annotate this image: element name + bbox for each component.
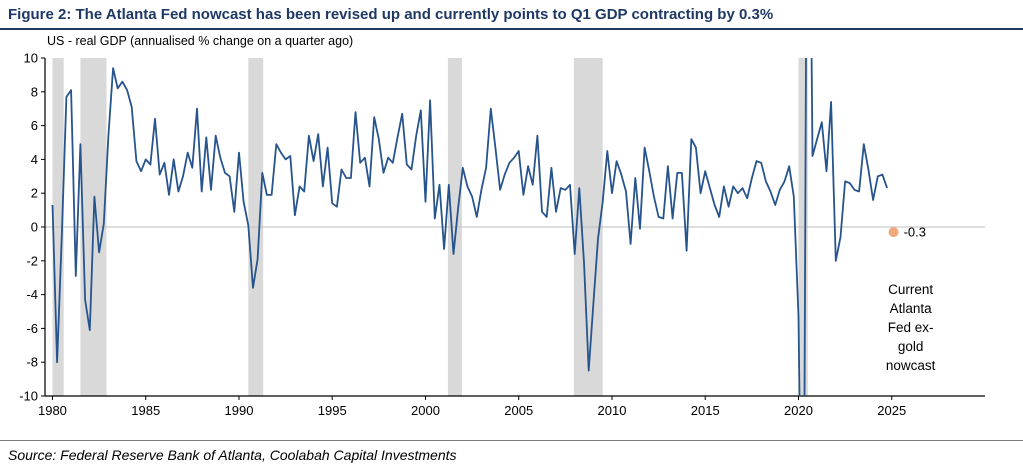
- x-tick-label: 1985: [131, 403, 160, 418]
- y-tick-label: -6: [26, 321, 38, 336]
- chart-area: US - real GDP (annualised % change on a …: [0, 30, 1023, 440]
- y-tick-label: 8: [31, 84, 38, 99]
- y-tick-label: -8: [26, 355, 38, 370]
- x-tick-label: 2015: [691, 403, 720, 418]
- gdp-line: [51, 58, 888, 396]
- y-tick-label: -4: [26, 287, 38, 302]
- y-tick-label: -2: [26, 253, 38, 268]
- nowcast-dot: [888, 227, 899, 238]
- x-tick-label: 1995: [318, 403, 347, 418]
- chart-subtitle: US - real GDP (annualised % change on a …: [47, 34, 354, 48]
- x-tick-label: 2025: [877, 403, 906, 418]
- source-line: Source: Federal Reserve Bank of Atlanta,…: [0, 440, 1023, 469]
- figure-title: Figure 2: The Atlanta Fed nowcast has be…: [0, 0, 1023, 30]
- x-tick-label: 1980: [38, 403, 67, 418]
- y-tick-label: 0: [31, 220, 38, 235]
- y-tick-label: -10: [19, 389, 38, 404]
- x-tick-label: 2000: [411, 403, 440, 418]
- y-tick-label: 6: [31, 118, 38, 133]
- x-tick-label: 2005: [504, 403, 533, 418]
- x-tick-label: 1990: [225, 403, 254, 418]
- nowcast-annotation: Current Atlanta Fed ex-gold nowcast: [886, 282, 936, 373]
- nowcast-value-label: -0.3: [904, 225, 926, 240]
- y-tick-label: 10: [24, 51, 38, 66]
- y-tick-label: 2: [31, 186, 38, 201]
- y-tick-label: 4: [31, 152, 38, 167]
- x-tick-label: 2010: [598, 403, 627, 418]
- x-tick-label: 2020: [784, 403, 813, 418]
